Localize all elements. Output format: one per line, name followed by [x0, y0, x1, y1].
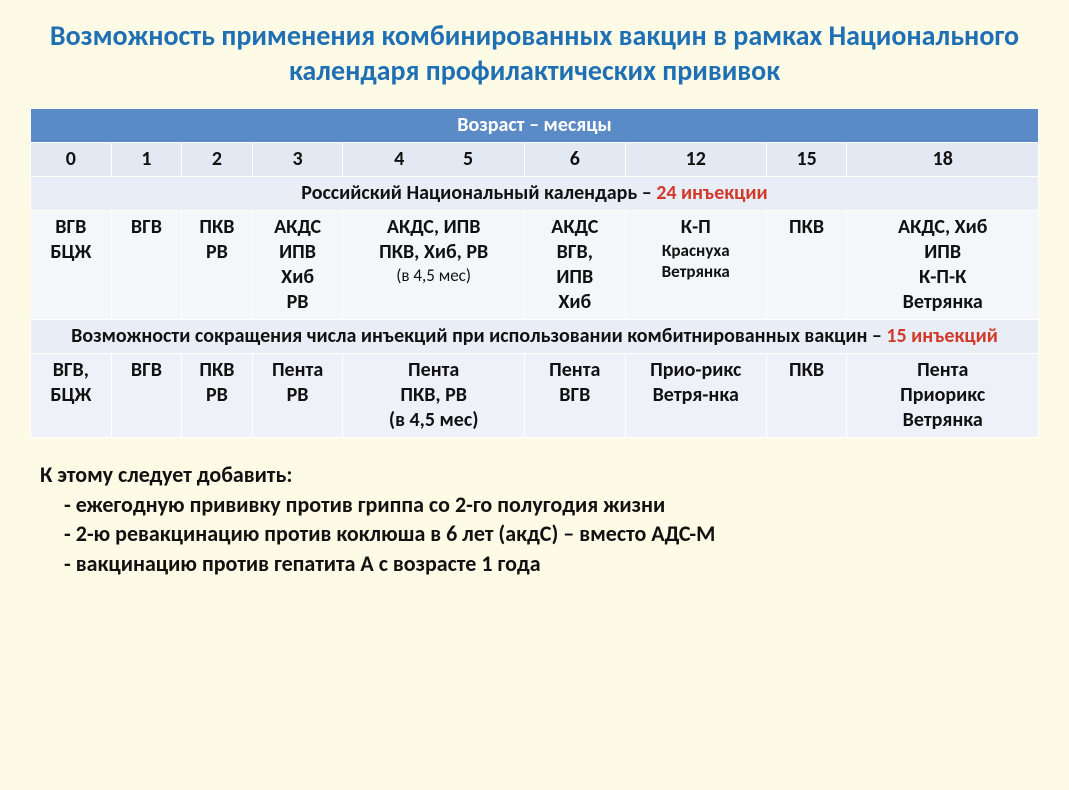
cell-6: АКДС ВГВ, ИПВ Хиб [524, 211, 625, 320]
cell-4-5-main: АКДС, ИПВ ПКВ, Хиб, РВ [347, 215, 519, 265]
cell-0: ВГВ, БЦЖ [31, 354, 112, 438]
age-cell: 3 [252, 143, 343, 177]
cell-18: Пента Приорикс Ветрянка [847, 354, 1039, 438]
cell-6: Пента ВГВ [524, 354, 625, 438]
cell-4-5-main: Пента ПКВ, РВ [347, 358, 519, 408]
cell-15: ПКВ [766, 354, 847, 438]
section-row-2: Возможности сокращения числа инъекций пр… [31, 320, 1039, 354]
section-2-cell: Возможности сокращения числа инъекций пр… [31, 320, 1039, 354]
cell-4-5: Пента ПКВ, РВ (в 4,5 мес) [343, 354, 524, 438]
slide-title: Возможность применения комбинированных в… [30, 18, 1039, 88]
section-1-count: 24 инъекции [656, 181, 767, 205]
age-cell: 15 [766, 143, 847, 177]
cell-3: АКДС ИПВ Хиб РВ [252, 211, 343, 320]
cell-0: ВГВ БЦЖ [31, 211, 112, 320]
footer-block: К этому следует добавить: - ежегодную пр… [30, 460, 1039, 579]
cell-1: ВГВ [111, 211, 182, 320]
footer-item: - ежегодную прививку против гриппа со 2-… [40, 490, 1039, 520]
age-cell: 0 [31, 143, 112, 177]
national-calendar-row: ВГВ БЦЖ ВГВ ПКВ РВ АКДС ИПВ Хиб РВ АКДС,… [31, 211, 1039, 320]
combined-vaccines-row: ВГВ, БЦЖ ВГВ ПКВ РВ Пента РВ Пента ПКВ, … [31, 354, 1039, 438]
cell-2: ПКВ РВ [182, 211, 253, 320]
schedule-table: Возраст – месяцы 0 1 2 3 4 5 6 12 15 18 … [30, 108, 1039, 438]
section-row-1: Российский Национальный календарь – 24 и… [31, 177, 1039, 211]
age-row: 0 1 2 3 4 5 6 12 15 18 [31, 143, 1039, 177]
cell-12-main: К-П [630, 215, 762, 240]
slide: Возможность применения комбинированных в… [0, 0, 1069, 790]
header-band: Возраст – месяцы [31, 109, 1039, 143]
age-cell: 4 5 [343, 143, 524, 177]
footer-lead: К этому следует добавить: [40, 460, 1039, 490]
cell-18: АКДС, Хиб ИПВ К-П-К Ветрянка [847, 211, 1039, 320]
cell-2: ПКВ РВ [182, 354, 253, 438]
section-2-count: 15 инъекций [886, 324, 997, 348]
cell-4-5: АКДС, ИПВ ПКВ, Хиб, РВ (в 4,5 мес) [343, 211, 524, 320]
cell-12-sub: Краснуха Ветрянка [630, 240, 762, 283]
age-cell: 1 [111, 143, 182, 177]
cell-12: К-П Краснуха Ветрянка [625, 211, 766, 320]
header-band-row: Возраст – месяцы [31, 109, 1039, 143]
cell-4-5-note: (в 4,5 мес) [347, 408, 519, 433]
section-2-text: Возможности сокращения числа инъекций пр… [71, 324, 886, 348]
section-1-cell: Российский Национальный календарь – 24 и… [31, 177, 1039, 211]
footer-item: - вакцинацию против гепатита А с возраст… [40, 549, 1039, 579]
cell-12: Прио-рикс Ветря-нка [625, 354, 766, 438]
age-cell: 2 [182, 143, 253, 177]
cell-3: Пента РВ [252, 354, 343, 438]
section-1-text: Российский Национальный календарь – [301, 181, 651, 205]
cell-1: ВГВ [111, 354, 182, 438]
age-cell: 18 [847, 143, 1039, 177]
age-cell: 6 [524, 143, 625, 177]
cell-15: ПКВ [766, 211, 847, 320]
footer-item: - 2-ю ревакцинацию против коклюша в 6 ле… [40, 519, 1039, 549]
cell-4-5-note: (в 4,5 мес) [347, 265, 519, 286]
age-cell: 12 [625, 143, 766, 177]
